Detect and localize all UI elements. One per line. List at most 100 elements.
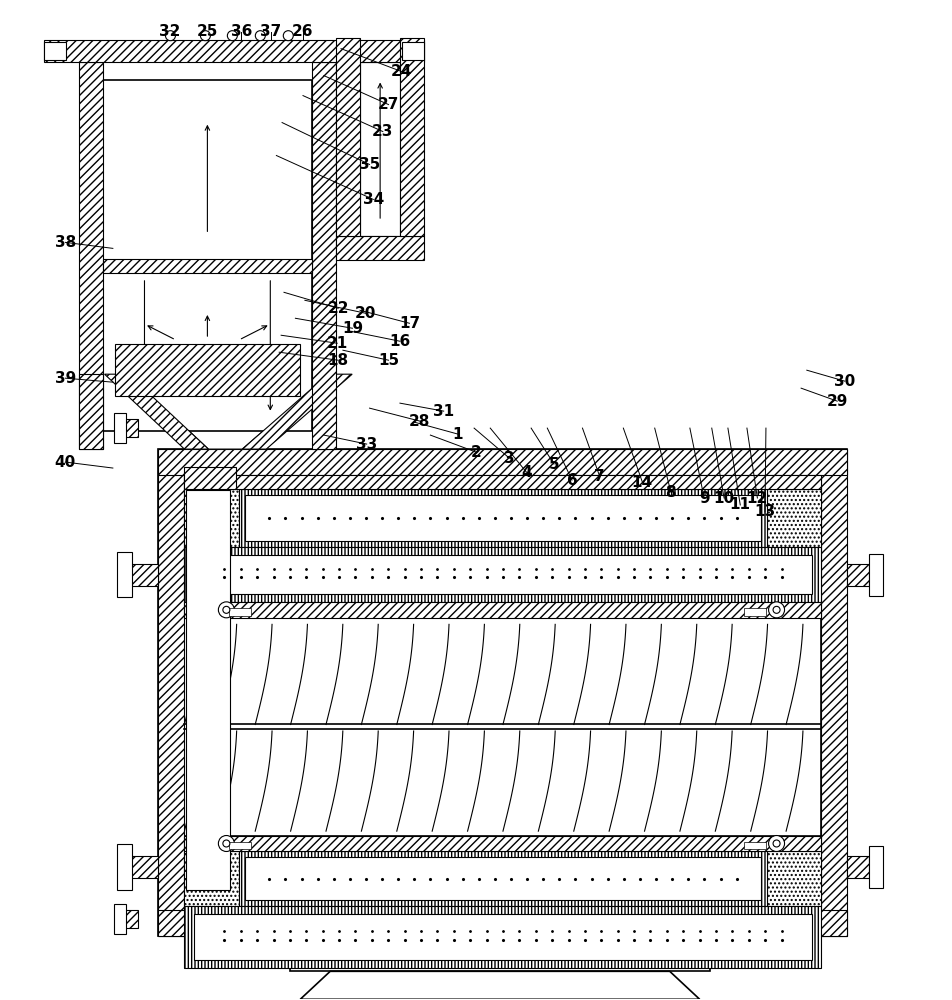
- Bar: [744, 842, 765, 849]
- Polygon shape: [243, 374, 352, 449]
- Bar: [187, 490, 230, 890]
- Bar: [194, 555, 811, 594]
- Bar: [79, 374, 103, 449]
- Text: 40: 40: [54, 455, 76, 470]
- Bar: [400, 38, 424, 236]
- Text: 31: 31: [433, 404, 454, 419]
- Bar: [402, 42, 424, 60]
- Bar: [229, 608, 251, 616]
- Bar: [185, 906, 822, 968]
- Bar: [113, 413, 126, 443]
- Text: 14: 14: [632, 475, 653, 490]
- Circle shape: [228, 31, 237, 41]
- Bar: [194, 914, 811, 960]
- Bar: [116, 552, 131, 597]
- Bar: [847, 856, 869, 878]
- Text: 4: 4: [521, 465, 532, 480]
- Text: 3: 3: [504, 451, 515, 466]
- Bar: [129, 856, 158, 878]
- Text: 8: 8: [665, 485, 676, 500]
- Bar: [766, 851, 822, 906]
- Text: 5: 5: [548, 457, 559, 472]
- Text: 1: 1: [453, 427, 464, 442]
- Text: 34: 34: [363, 192, 384, 207]
- Circle shape: [201, 31, 210, 41]
- Bar: [158, 449, 847, 936]
- Bar: [103, 259, 312, 273]
- Circle shape: [773, 840, 780, 847]
- Bar: [185, 475, 822, 489]
- Text: 27: 27: [378, 97, 399, 112]
- Circle shape: [284, 31, 293, 41]
- Circle shape: [218, 836, 234, 851]
- Polygon shape: [129, 374, 328, 449]
- Circle shape: [773, 606, 780, 613]
- Bar: [246, 857, 761, 900]
- Bar: [822, 449, 847, 936]
- Text: 6: 6: [566, 473, 577, 488]
- Bar: [113, 904, 126, 934]
- Polygon shape: [300, 971, 700, 999]
- Text: 33: 33: [356, 437, 377, 452]
- Circle shape: [768, 602, 784, 618]
- Text: 23: 23: [372, 124, 393, 139]
- Bar: [239, 851, 766, 906]
- Text: 15: 15: [378, 353, 399, 368]
- Bar: [847, 564, 869, 586]
- Bar: [360, 62, 400, 236]
- Bar: [312, 62, 336, 449]
- Text: 37: 37: [260, 24, 281, 39]
- Bar: [229, 842, 251, 849]
- Bar: [185, 489, 239, 547]
- Text: 10: 10: [714, 491, 735, 506]
- Bar: [336, 38, 360, 236]
- Text: 18: 18: [327, 353, 348, 368]
- Bar: [103, 80, 312, 431]
- Text: 22: 22: [327, 301, 349, 316]
- Bar: [290, 936, 709, 971]
- Bar: [185, 851, 239, 906]
- Bar: [185, 836, 822, 851]
- Text: 25: 25: [197, 24, 219, 39]
- Text: 28: 28: [409, 414, 430, 429]
- Text: 7: 7: [594, 469, 605, 484]
- Bar: [44, 40, 424, 62]
- Bar: [79, 62, 103, 449]
- Text: 19: 19: [342, 321, 363, 336]
- Polygon shape: [105, 374, 208, 449]
- Bar: [114, 344, 300, 396]
- Text: 9: 9: [699, 491, 709, 506]
- Text: 26: 26: [292, 24, 314, 39]
- Circle shape: [255, 31, 266, 41]
- Text: 39: 39: [54, 371, 76, 386]
- Bar: [185, 618, 822, 836]
- Text: 30: 30: [834, 374, 856, 389]
- Bar: [185, 547, 822, 602]
- Bar: [336, 236, 424, 260]
- Bar: [158, 449, 847, 475]
- Text: 38: 38: [54, 235, 76, 250]
- Bar: [158, 449, 185, 936]
- Text: 32: 32: [159, 24, 181, 39]
- Text: 36: 36: [230, 24, 252, 39]
- Text: 29: 29: [826, 394, 848, 409]
- Text: 2: 2: [470, 445, 482, 460]
- Bar: [185, 602, 822, 618]
- Text: 21: 21: [327, 336, 347, 351]
- Circle shape: [223, 606, 229, 613]
- Bar: [121, 419, 138, 437]
- Bar: [158, 910, 847, 936]
- Bar: [129, 564, 158, 586]
- Bar: [869, 846, 883, 888]
- Bar: [239, 489, 766, 547]
- Bar: [869, 554, 883, 596]
- Text: 20: 20: [355, 306, 376, 321]
- Text: 35: 35: [359, 157, 380, 172]
- Text: 16: 16: [389, 334, 410, 349]
- Text: 17: 17: [399, 316, 420, 331]
- Bar: [44, 42, 66, 60]
- Text: 11: 11: [730, 497, 751, 512]
- Text: 12: 12: [746, 491, 768, 506]
- Bar: [185, 467, 236, 489]
- Bar: [121, 910, 138, 928]
